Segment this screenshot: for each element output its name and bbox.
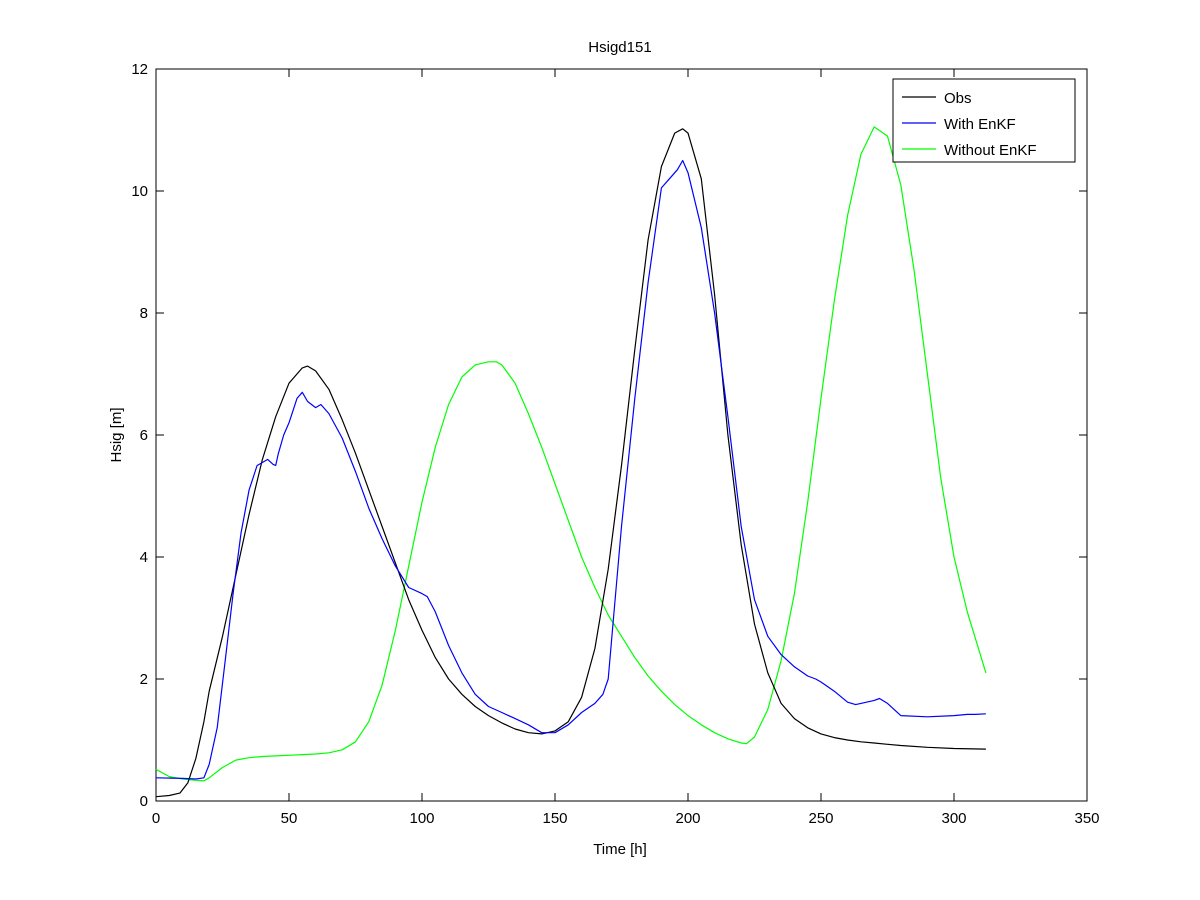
legend-label: Without EnKF <box>944 142 1037 159</box>
y-axis-label: Hsig [m] <box>108 407 125 462</box>
y-tick-label: 10 <box>131 183 148 200</box>
plot-area: 0 50 100 150 200 250 300 350 0 2 4 6 8 10 12 <box>131 61 1099 827</box>
y-tick-label: 0 <box>140 793 148 810</box>
series-layer <box>155 126 987 798</box>
series-line-without-enkf <box>155 126 987 782</box>
x-tick-label: 0 <box>152 810 160 827</box>
tick-layer: 0 50 100 150 200 250 300 350 0 2 4 6 8 10 12 <box>131 61 1099 827</box>
y-tick-label: 8 <box>140 305 148 322</box>
x-tick-label: 250 <box>808 810 833 827</box>
x-tick-label: 200 <box>675 810 700 827</box>
y-tick-label: 4 <box>140 549 148 566</box>
x-tick-label: 300 <box>941 810 966 827</box>
y-tick-label: 6 <box>140 427 148 444</box>
series-line-with-enkf <box>155 159 986 780</box>
axes-box <box>155 68 1088 802</box>
y-tick-label: 12 <box>131 61 148 78</box>
x-tick-label: 100 <box>409 810 434 827</box>
x-tick-label: 50 <box>281 810 298 827</box>
legend: Obs With EnKF Without EnKF <box>892 78 1076 163</box>
y-tick-label: 2 <box>140 671 148 688</box>
x-tick-label: 150 <box>542 810 567 827</box>
chart-title: Hsigd151 <box>588 39 651 56</box>
x-tick-label: 350 <box>1074 810 1099 827</box>
legend-label: Obs <box>944 90 972 107</box>
series-line-obs <box>155 128 986 798</box>
legend-box <box>892 78 1076 163</box>
legend-label: With EnKF <box>944 116 1016 133</box>
x-axis-label: Time [h] <box>593 841 647 858</box>
